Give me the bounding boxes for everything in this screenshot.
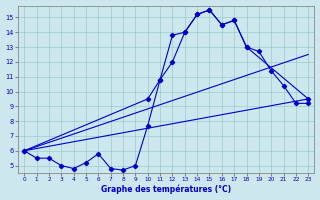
X-axis label: Graphe des températures (°C): Graphe des températures (°C) bbox=[101, 185, 231, 194]
